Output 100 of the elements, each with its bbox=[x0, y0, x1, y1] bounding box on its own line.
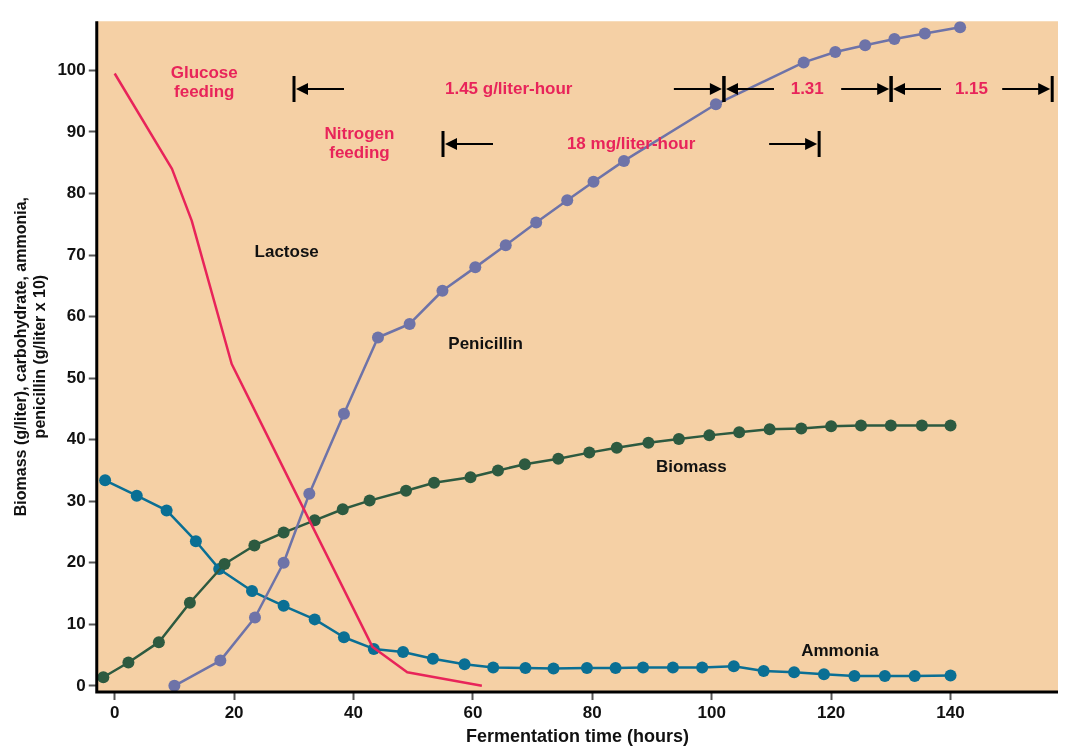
point bbox=[733, 426, 746, 439]
point bbox=[397, 646, 410, 658]
y-tick-label: 80 bbox=[66, 183, 86, 203]
point bbox=[400, 484, 413, 497]
point bbox=[469, 261, 482, 274]
point bbox=[218, 557, 231, 570]
point bbox=[183, 596, 196, 609]
point bbox=[491, 464, 504, 477]
point bbox=[277, 526, 290, 539]
point bbox=[696, 661, 709, 674]
point bbox=[152, 636, 165, 649]
point bbox=[703, 429, 716, 442]
point bbox=[337, 407, 350, 420]
point bbox=[580, 662, 593, 674]
y-tick-label: 100 bbox=[57, 60, 86, 80]
y-tick-label: 50 bbox=[66, 367, 86, 387]
point bbox=[530, 216, 543, 229]
y-tick-label: 40 bbox=[66, 429, 86, 449]
y-axis-title: Biomass (g/liter), carbohydrate, ammonia, penicillin (g/liter x 10) bbox=[12, 197, 49, 517]
x-tick-label: 0 bbox=[109, 702, 120, 722]
point bbox=[403, 317, 416, 330]
point bbox=[122, 656, 135, 669]
point bbox=[672, 433, 685, 446]
point bbox=[918, 27, 931, 40]
point bbox=[888, 33, 901, 46]
point bbox=[859, 39, 872, 52]
y-tick-label: 90 bbox=[66, 121, 86, 141]
point bbox=[428, 476, 441, 489]
point bbox=[371, 331, 384, 344]
point bbox=[248, 611, 261, 624]
point bbox=[884, 419, 897, 432]
point bbox=[848, 670, 861, 682]
point bbox=[436, 284, 449, 297]
point bbox=[248, 539, 261, 552]
x-tick-label: 20 bbox=[224, 702, 244, 722]
point bbox=[97, 671, 110, 684]
point bbox=[426, 652, 439, 665]
point bbox=[99, 474, 112, 487]
point bbox=[363, 494, 376, 507]
point bbox=[854, 419, 867, 432]
point bbox=[518, 458, 531, 471]
point bbox=[547, 662, 560, 675]
point bbox=[464, 471, 477, 484]
x-axis-title: Fermentation time (hours) bbox=[465, 726, 689, 747]
point bbox=[308, 613, 321, 626]
point bbox=[303, 487, 316, 500]
point bbox=[587, 175, 600, 188]
point bbox=[609, 662, 622, 674]
point bbox=[788, 666, 801, 679]
x-tick-label: 120 bbox=[816, 702, 846, 722]
series-label: Ammonia bbox=[801, 640, 880, 660]
point bbox=[908, 670, 921, 682]
point bbox=[610, 441, 623, 454]
point bbox=[168, 679, 181, 692]
series-label: Biomass bbox=[655, 457, 727, 477]
y-tick-label: 60 bbox=[66, 306, 86, 326]
point bbox=[795, 422, 808, 435]
x-tick-label: 80 bbox=[582, 702, 602, 722]
point bbox=[277, 599, 290, 612]
point bbox=[189, 535, 202, 548]
point bbox=[878, 670, 891, 682]
point bbox=[829, 45, 842, 58]
point bbox=[944, 669, 957, 682]
y-tick-label: 10 bbox=[66, 613, 86, 633]
point bbox=[763, 423, 776, 436]
point bbox=[757, 665, 770, 678]
annotation: 1.31 bbox=[790, 78, 824, 98]
point bbox=[944, 419, 957, 432]
point bbox=[458, 658, 471, 671]
point bbox=[277, 556, 290, 569]
y-tick-label: 0 bbox=[76, 675, 86, 695]
point bbox=[487, 661, 500, 674]
text: Penicillin bbox=[448, 333, 523, 353]
point bbox=[519, 662, 532, 674]
annotation: Glucose feeding bbox=[170, 62, 238, 101]
point bbox=[817, 668, 830, 681]
point bbox=[245, 585, 258, 598]
point bbox=[954, 21, 967, 34]
point bbox=[666, 661, 679, 674]
annotation: Nitrogen feeding bbox=[324, 124, 395, 163]
point bbox=[561, 194, 574, 207]
y-tick-label: 70 bbox=[66, 244, 86, 264]
point bbox=[727, 660, 740, 673]
point bbox=[915, 419, 928, 432]
x-tick-label: 60 bbox=[463, 702, 483, 722]
y-tick-label: 30 bbox=[66, 490, 86, 510]
x-tick-label: 100 bbox=[697, 702, 726, 722]
point bbox=[130, 489, 143, 502]
point bbox=[160, 504, 173, 517]
point bbox=[797, 56, 810, 69]
point bbox=[552, 452, 565, 465]
point bbox=[337, 631, 350, 644]
point bbox=[214, 654, 227, 667]
text: Lactose bbox=[254, 241, 319, 261]
point bbox=[583, 446, 596, 459]
point bbox=[499, 239, 512, 252]
x-tick-label: 40 bbox=[344, 702, 363, 722]
point bbox=[637, 661, 650, 674]
x-tick-label: 140 bbox=[936, 702, 965, 722]
y-tick-label: 20 bbox=[66, 552, 86, 572]
